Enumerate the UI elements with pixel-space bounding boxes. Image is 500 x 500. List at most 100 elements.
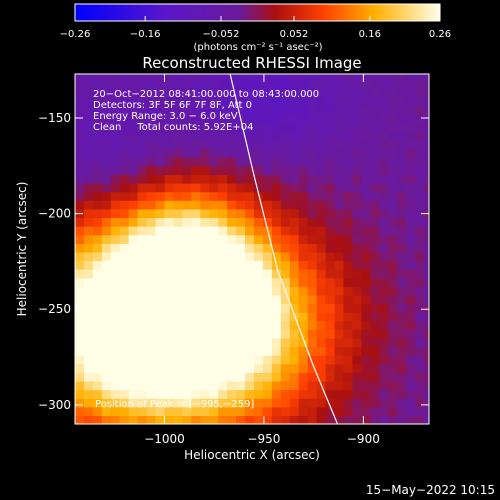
- heatmap-cell: [137, 191, 148, 201]
- heatmap-cell: [334, 303, 345, 313]
- heatmap-cell: [325, 303, 336, 313]
- heatmap-cell: [316, 269, 327, 279]
- heatmap-cell: [370, 329, 380, 339]
- heatmap-cell: [298, 329, 309, 339]
- heatmap-cell: [352, 277, 362, 287]
- heatmap-cell: [83, 234, 94, 244]
- heatmap-cell: [361, 337, 371, 348]
- heatmap-cell: [289, 148, 300, 158]
- heatmap-cell: [289, 277, 300, 287]
- heatmap-cell: [289, 303, 300, 313]
- heatmap-cell: [370, 380, 380, 391]
- heatmap-cell: [75, 415, 85, 424]
- heatmap-cell: [218, 208, 228, 219]
- heatmap-cell: [298, 294, 309, 305]
- heatmap-cell: [379, 320, 389, 330]
- heatmap-cell: [200, 139, 210, 150]
- heatmap-cell: [370, 105, 380, 115]
- heatmap-cell: [155, 406, 166, 416]
- heatmap-cell: [289, 226, 300, 236]
- heatmap-cell: [110, 243, 121, 253]
- heatmap-cell: [325, 286, 336, 296]
- heatmap-cell: [92, 329, 103, 339]
- heatmap-cell: [200, 286, 210, 296]
- heatmap-cell: [245, 131, 255, 141]
- heatmap-cell: [397, 131, 407, 141]
- y-tick-label: −250: [38, 302, 71, 316]
- heatmap-cell: [406, 269, 416, 279]
- heatmap-cell: [245, 96, 255, 107]
- heatmap-cell: [110, 88, 121, 98]
- heatmap-cell: [119, 312, 130, 322]
- heatmap-cell: [173, 74, 183, 81]
- heatmap-cell: [209, 88, 219, 98]
- heatmap-cell: [75, 312, 85, 322]
- heatmap-cell: [370, 243, 380, 253]
- heatmap-cell: [227, 277, 237, 287]
- heatmap-cell: [289, 243, 300, 253]
- heatmap-cell: [325, 74, 336, 81]
- heatmap-cell: [236, 174, 246, 184]
- heatmap-cell: [298, 251, 309, 262]
- heatmap-cell: [182, 183, 192, 193]
- heatmap-cell: [298, 208, 309, 219]
- heatmap-cell: [119, 355, 130, 365]
- heatmap-cell: [173, 303, 183, 313]
- heatmap-cell: [334, 277, 345, 287]
- heatmap-cell: [128, 157, 139, 167]
- heatmap-cell: [83, 79, 94, 89]
- heatmap-cell: [164, 389, 175, 399]
- heatmap-cell: [83, 105, 94, 115]
- heatmap-cell: [343, 139, 354, 150]
- heatmap-cell: [370, 183, 380, 193]
- heatmap-cell: [298, 74, 309, 81]
- y-tick-label: −200: [38, 207, 71, 221]
- heatmap-cell: [289, 320, 300, 330]
- heatmap-cell: [146, 105, 157, 115]
- heatmap-cell: [200, 269, 210, 279]
- heatmap-cell: [325, 234, 336, 244]
- heatmap-cell: [406, 157, 416, 167]
- heatmap-cell: [155, 398, 166, 408]
- heatmap-cell: [83, 380, 94, 391]
- heatmap-cell: [146, 191, 157, 201]
- heatmap-cell: [209, 243, 219, 253]
- heatmap-cell: [155, 277, 166, 287]
- heatmap-cell: [218, 139, 228, 150]
- heatmap-cell: [75, 260, 85, 270]
- heatmap-cell: [325, 346, 336, 356]
- heatmap-cell: [253, 79, 264, 89]
- heatmap-cell: [352, 157, 362, 167]
- heatmap-cell: [388, 139, 398, 150]
- heatmap-cell: [83, 243, 94, 253]
- heatmap-cell: [83, 114, 94, 124]
- heatmap-cell: [191, 96, 201, 107]
- heatmap-cell: [379, 355, 389, 365]
- heatmap-cell: [236, 148, 246, 158]
- heatmap-cell: [218, 183, 228, 193]
- heatmap-cell: [325, 174, 336, 184]
- heatmap-cell: [334, 165, 345, 176]
- heatmap-cell: [128, 183, 139, 193]
- heatmap-cell: [218, 174, 228, 184]
- heatmap-cell: [415, 312, 425, 322]
- heatmap-cell: [388, 79, 398, 89]
- heatmap-cell: [334, 208, 345, 219]
- heatmap-cell: [83, 226, 94, 236]
- heatmap-cell: [289, 122, 300, 132]
- heatmap-cell: [209, 269, 219, 279]
- heatmap-cell: [191, 406, 201, 416]
- heatmap-cell: [209, 157, 219, 167]
- heatmap-cell: [200, 398, 210, 408]
- heatmap-cell: [218, 406, 228, 416]
- heatmap-cell: [253, 372, 264, 382]
- heatmap-cell: [119, 346, 130, 356]
- heatmap-cell: [289, 346, 300, 356]
- heatmap-cell: [316, 243, 327, 253]
- heatmap-cell: [271, 372, 282, 382]
- heatmap-cell: [200, 183, 210, 193]
- heatmap-cell: [75, 226, 85, 236]
- heatmap-cell: [146, 183, 157, 193]
- heatmap-cell: [155, 346, 166, 356]
- heatmap-cell: [334, 79, 345, 89]
